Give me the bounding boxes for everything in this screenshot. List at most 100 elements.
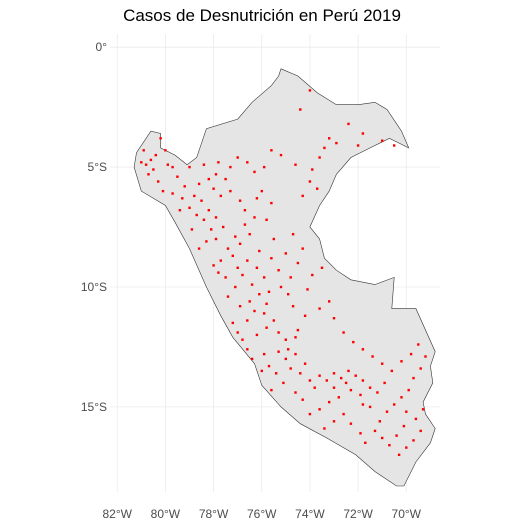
case-point [311, 273, 314, 277]
case-point [241, 273, 244, 277]
case-point [166, 163, 169, 166]
case-point [197, 247, 201, 250]
case-point [253, 170, 256, 174]
y-axis-labels: 0° 5°S 10°S 15°S [81, 40, 107, 414]
case-point [381, 139, 384, 142]
case-point [236, 331, 239, 334]
case-point [294, 336, 297, 339]
case-point [270, 149, 273, 152]
x-tick-label: 70°W [392, 507, 422, 521]
case-point [284, 252, 287, 255]
case-point [368, 386, 372, 389]
case-point [250, 357, 254, 361]
case-point [200, 199, 203, 202]
case-point [236, 156, 239, 159]
case-point [275, 372, 278, 375]
case-point [238, 199, 242, 202]
case-point [253, 216, 256, 219]
case-point [238, 242, 242, 245]
case-point [373, 429, 377, 433]
case-point [412, 439, 415, 442]
case-point [246, 319, 249, 322]
case-point [188, 165, 191, 169]
case-point [277, 350, 280, 353]
x-tick-label: 74°W [295, 507, 325, 521]
case-point [306, 288, 309, 291]
case-point [400, 396, 403, 399]
case-point [299, 108, 302, 111]
case-point [337, 396, 340, 399]
case-point [229, 165, 232, 169]
case-point [255, 266, 259, 269]
case-point [217, 161, 220, 164]
case-point [308, 379, 312, 382]
case-point [246, 259, 249, 262]
y-tick-label: 15°S [81, 400, 107, 414]
case-point [219, 259, 222, 262]
case-point [205, 240, 208, 243]
case-point [229, 189, 232, 193]
case-point [183, 185, 186, 188]
case-point [318, 374, 321, 377]
case-point [246, 161, 249, 164]
case-point [364, 441, 367, 444]
case-point [193, 194, 196, 198]
case-point [270, 388, 273, 392]
case-point [390, 369, 393, 373]
case-point [301, 247, 304, 250]
case-point [325, 379, 328, 382]
case-point [332, 386, 336, 389]
case-point [291, 233, 295, 236]
case-point [171, 192, 174, 195]
case-point [226, 247, 230, 250]
case-point [219, 194, 222, 198]
case-point [301, 398, 304, 401]
case-point [270, 201, 273, 205]
case-point [265, 302, 268, 305]
case-point [212, 264, 215, 267]
case-point [217, 271, 220, 274]
case-point [335, 141, 338, 145]
case-point [388, 444, 391, 447]
case-point [296, 328, 300, 332]
case-point [250, 283, 254, 286]
case-point [176, 175, 179, 178]
case-point [352, 340, 355, 344]
case-point [368, 405, 372, 409]
case-point [308, 89, 312, 92]
case-point [263, 352, 266, 356]
case-point [308, 180, 312, 183]
case-point [332, 420, 336, 423]
case-point [359, 432, 362, 435]
case-point [260, 189, 263, 193]
case-point [393, 403, 396, 406]
case-point [284, 357, 287, 361]
case-point [405, 446, 408, 449]
case-point [164, 149, 167, 152]
map-title: Casos de Desnutrición en Perú 2019 [123, 6, 401, 25]
case-point [265, 218, 268, 221]
y-tick-label: 5°S [88, 160, 107, 174]
x-tick-label: 78°W [199, 507, 229, 521]
x-tick-label: 76°W [247, 507, 277, 521]
case-point [294, 163, 297, 166]
case-point [207, 209, 210, 212]
case-point [332, 317, 336, 320]
case-point [328, 400, 331, 404]
case-point [393, 144, 396, 147]
case-point [354, 374, 357, 377]
case-point [197, 182, 201, 186]
case-point [395, 434, 398, 437]
case-point [263, 276, 266, 279]
case-point [381, 436, 384, 440]
case-point [190, 228, 194, 231]
case-point [424, 355, 427, 358]
case-point [142, 149, 145, 152]
case-point [207, 177, 210, 181]
case-point [320, 266, 324, 269]
case-points-layer [140, 89, 427, 456]
case-point [282, 381, 285, 385]
case-point [361, 403, 365, 406]
peru-boundary [133, 68, 436, 487]
case-point [214, 237, 218, 241]
